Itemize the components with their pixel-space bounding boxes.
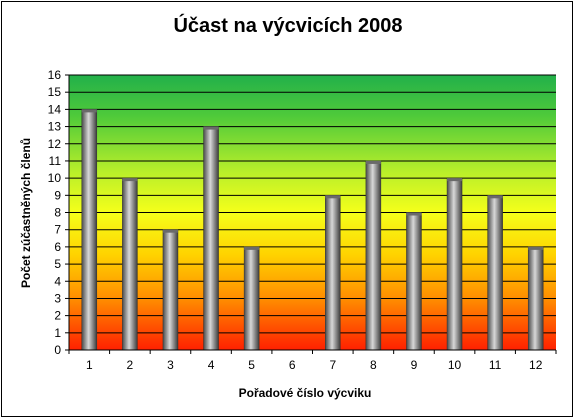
y-tick-label: 12	[48, 137, 62, 151]
y-tick-label: 5	[54, 257, 61, 271]
bar-cap-7	[325, 195, 341, 199]
bar-cap-5	[244, 246, 260, 250]
bar-5	[243, 246, 260, 351]
x-tick-label: 3	[167, 358, 174, 372]
x-tick-label: 10	[448, 358, 462, 372]
chart-title: Účast na výcvicích 2008	[173, 13, 402, 37]
bar-cap-8	[365, 160, 381, 164]
y-tick-label: 15	[48, 85, 62, 99]
y-tick-label: 3	[54, 291, 61, 305]
y-tick-label: 8	[54, 206, 61, 220]
x-axis-title: Pořadové číslo výcviku	[239, 386, 372, 400]
y-axis-title: Počet zúčastněných členů	[19, 138, 33, 288]
bar-2	[122, 177, 138, 351]
bar-1	[81, 109, 98, 351]
bar-12	[527, 246, 544, 351]
y-tick-label: 9	[54, 188, 61, 202]
x-axis-ticks: 1 2 3 4 5 6 7 8 9 10 11 12	[68, 350, 557, 372]
x-tick-label: 6	[289, 358, 296, 372]
x-tick-label: 7	[329, 358, 336, 372]
y-tick-label: 16	[48, 68, 62, 82]
y-tick-label: 6	[54, 240, 61, 254]
y-tick-label: 2	[54, 309, 61, 323]
bar-cap-11	[487, 195, 503, 199]
bar-cap-1	[81, 109, 97, 113]
bar-3	[162, 229, 179, 351]
x-tick-label: 8	[370, 358, 377, 372]
x-tick-label: 5	[248, 358, 255, 372]
x-tick-label: 12	[529, 358, 543, 372]
gridlines	[69, 74, 556, 334]
y-tick-label: 11	[49, 154, 62, 168]
y-tick-label: 10	[48, 171, 62, 185]
bar-11	[487, 195, 503, 351]
y-tick-label: 7	[54, 223, 61, 237]
x-tick-label: 9	[411, 358, 418, 372]
y-tick-label: 1	[54, 326, 61, 340]
x-tick-label: 4	[208, 358, 215, 372]
y-tick-label: 4	[54, 274, 61, 288]
y-tick-label: 0	[54, 343, 61, 357]
bar-10	[446, 177, 463, 351]
bar-cap-3	[162, 229, 178, 233]
bars-group	[81, 109, 544, 351]
x-tick-label: 2	[127, 358, 134, 372]
y-tick-label: 13	[48, 120, 62, 134]
x-tick-label: 1	[86, 358, 93, 372]
bar-9	[406, 212, 422, 351]
x-tick-label: 11	[489, 358, 502, 372]
y-tick-label: 14	[48, 102, 62, 116]
bar-4	[203, 126, 219, 351]
bar-cap-12	[528, 246, 544, 250]
bar-cap-10	[447, 178, 463, 182]
bar-7	[325, 195, 341, 351]
bar-cap-2	[122, 178, 138, 182]
bar-cap-9	[406, 212, 422, 216]
bar-cap-4	[203, 126, 219, 130]
bar-8	[365, 160, 382, 351]
